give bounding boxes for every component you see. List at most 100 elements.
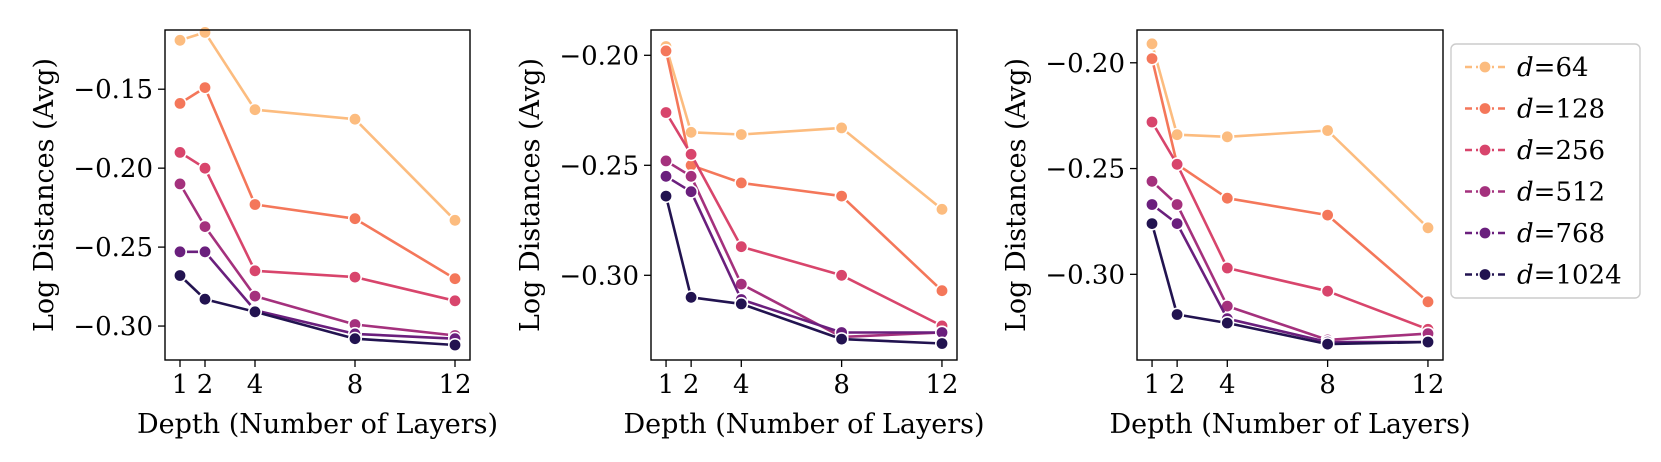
data-point — [1145, 36, 1160, 51]
series-line-d-1024 — [179, 274, 456, 347]
legend-entry-d-512: d=512 — [1465, 178, 1605, 208]
data-point — [1170, 197, 1185, 212]
legend-label: d=128 — [1517, 95, 1605, 125]
x-axis-label: Depth (Number of Layers) — [1109, 409, 1470, 440]
data-point — [658, 105, 673, 120]
data-point — [684, 169, 699, 184]
y-axis: −0.15 −0.20 −0.25 −0.30 Log Distances (Avg) — [29, 58, 165, 342]
legend-label: d=64 — [1517, 53, 1589, 83]
y-tick-label: −0.25 — [73, 233, 153, 263]
data-point — [734, 296, 749, 311]
y-axis-label: Log Distances (Avg) — [29, 58, 60, 332]
data-point — [1220, 260, 1235, 275]
series-d-128 — [173, 80, 462, 286]
series-d-1024 — [173, 268, 462, 352]
series-d-512 — [1145, 174, 1436, 347]
legend-entry-d-256: d=256 — [1465, 136, 1605, 166]
data-point — [734, 127, 749, 142]
x-tick-label: 4 — [733, 370, 750, 400]
data-point — [684, 147, 699, 162]
legend-label: d=512 — [1517, 178, 1605, 208]
series-d-256 — [173, 145, 462, 308]
data-point — [173, 176, 188, 191]
x-axis-label: Depth (Number of Layers) — [623, 409, 984, 440]
y-tick-label: −0.15 — [73, 75, 153, 105]
y-axis: −0.20 −0.25 −0.30 Log Distances (Avg) — [515, 41, 651, 332]
series-line-d-768 — [1151, 203, 1428, 344]
data-point — [1220, 191, 1235, 206]
data-point — [1170, 216, 1185, 231]
legend-marker — [1478, 101, 1493, 116]
data-point — [1145, 216, 1160, 231]
series-line-d-768 — [665, 175, 942, 334]
data-point — [658, 169, 673, 184]
legend-marker — [1478, 143, 1493, 158]
data-point — [934, 202, 949, 217]
legend-entry-d-768: d=768 — [1465, 219, 1605, 249]
data-point — [834, 332, 849, 347]
y-tick-label: −0.20 — [73, 154, 153, 184]
data-point — [198, 25, 213, 40]
legend: d=64 d=128 d=256 d=512 d=768 d=1024 — [1450, 43, 1641, 299]
data-point — [447, 271, 462, 286]
data-point — [1170, 127, 1185, 142]
legend-label: d=256 — [1517, 136, 1605, 166]
data-point — [1320, 208, 1335, 223]
data-point — [447, 293, 462, 308]
series-line-d-512 — [665, 159, 943, 339]
y-axis-label: Log Distances (Avg) — [515, 58, 546, 332]
x-axis: 1 2 4 8 12 Depth (Number of Layers) — [137, 360, 498, 440]
x-tick-label: 4 — [247, 370, 264, 400]
data-point — [1145, 174, 1160, 189]
panel-1: 1 2 4 8 12 Depth (Number of Layers) −0.15 −0.20… — [29, 25, 498, 440]
x-tick-label: 2 — [683, 370, 700, 400]
panel-3: 1 2 4 8 12 Depth (Number of Layers) −0.20 −0.25… — [1001, 29, 1471, 440]
data-point — [1170, 157, 1185, 172]
data-point — [1320, 337, 1335, 352]
legend-marker — [1478, 59, 1493, 74]
data-point — [658, 189, 673, 204]
y-tick-label: −0.30 — [1045, 260, 1125, 290]
data-point — [198, 219, 213, 234]
panel-2: 1 2 4 8 12 Depth (Number of Layers) −0.20 −0.25… — [515, 29, 985, 440]
data-point — [1421, 334, 1436, 349]
data-point — [734, 175, 749, 190]
data-point — [1220, 129, 1235, 144]
y-axis-label: Log Distances (Avg) — [1001, 58, 1032, 332]
data-point — [684, 125, 699, 140]
series-d-1024 — [658, 189, 949, 351]
legend-entry-d-64: d=64 — [1465, 53, 1589, 83]
y-tick-label: −0.25 — [559, 151, 639, 181]
series-d-64 — [658, 39, 949, 217]
data-point — [684, 290, 699, 305]
data-point — [248, 197, 263, 212]
data-point — [1320, 284, 1335, 299]
data-point — [1170, 307, 1185, 322]
x-tick-label: 12 — [438, 370, 471, 400]
x-tick-label: 8 — [1319, 370, 1336, 400]
data-point — [934, 283, 949, 298]
legend-entry-d-128: d=128 — [1465, 95, 1605, 125]
plot-area — [1145, 36, 1436, 352]
data-point — [173, 96, 188, 111]
series-line-d-128 — [1150, 58, 1429, 303]
plot-area — [173, 25, 462, 352]
series-d-1024 — [1145, 216, 1436, 352]
data-point — [347, 270, 362, 285]
data-point — [248, 102, 263, 117]
y-tick-label: −0.20 — [559, 41, 639, 71]
data-point — [734, 239, 749, 254]
x-axis: 1 2 4 8 12 Depth (Number of Layers) — [623, 360, 985, 440]
x-tick-label: 4 — [1219, 370, 1236, 400]
data-point — [834, 120, 849, 135]
data-point — [248, 289, 263, 304]
y-axis: −0.20 −0.25 −0.30 Log Distances (Avg) — [1001, 49, 1137, 332]
series-line-d-256 — [664, 111, 943, 328]
legend-marker — [1478, 226, 1493, 241]
data-point — [248, 304, 263, 319]
data-point — [1145, 197, 1160, 212]
axes-frame — [1136, 29, 1444, 361]
series-d-768 — [173, 244, 462, 346]
